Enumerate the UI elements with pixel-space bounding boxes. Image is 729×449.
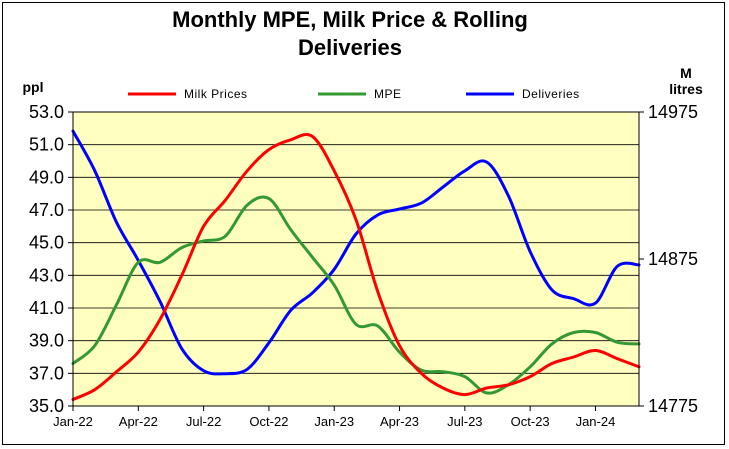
x-tick-label: Apr-22 xyxy=(119,414,158,429)
right-axis-unit-label-line2: litres xyxy=(669,81,703,97)
chart-title-line1: Monthly MPE, Milk Price & Rolling xyxy=(172,7,528,32)
left-tick-label: 35.0 xyxy=(29,396,64,416)
chart-title-line2: Deliveries xyxy=(298,35,402,60)
x-axis-ticks: Jan-22 Apr-22 Jul-22 Oct-22 Jan-23 Apr-23 Jul-… xyxy=(53,406,615,429)
right-tick-label: 14775 xyxy=(648,396,698,416)
left-tick-label: 47.0 xyxy=(29,200,64,220)
legend-label: Deliveries xyxy=(522,87,580,101)
left-tick-label: 43.0 xyxy=(29,265,64,285)
left-tick-label: 37.0 xyxy=(29,363,64,383)
x-tick-label: Apr-23 xyxy=(380,414,419,429)
x-tick-label: Jul-22 xyxy=(186,414,221,429)
x-tick-label: Jul-23 xyxy=(447,414,482,429)
left-axis-ticks: 53.0 51.0 49.0 47.0 45.0 43.0 41.0 39.0 37.0 35.0 xyxy=(29,102,73,416)
mpe-line xyxy=(71,195,641,395)
right-axis-ticks: 14975 14875 14775 xyxy=(639,102,698,416)
deliveries-line xyxy=(71,129,641,376)
legend: Milk Prices MPE Deliveries xyxy=(128,87,580,101)
series-lines xyxy=(71,129,641,401)
right-tick-label: 14875 xyxy=(648,249,698,269)
x-tick-label: Oct-23 xyxy=(511,414,550,429)
milk-prices-line xyxy=(71,133,641,401)
left-tick-label: 39.0 xyxy=(29,331,64,351)
left-tick-label: 49.0 xyxy=(29,167,64,187)
right-axis-unit-label-line1: M xyxy=(680,65,692,81)
legend-label: Milk Prices xyxy=(184,87,248,101)
left-axis-unit-label: ppl xyxy=(23,79,44,95)
right-tick-label: 14975 xyxy=(648,102,698,122)
x-tick-label: Oct-22 xyxy=(249,414,288,429)
left-tick-label: 41.0 xyxy=(29,298,64,318)
x-tick-label: Jan-22 xyxy=(53,414,93,429)
x-tick-label: Jan-24 xyxy=(576,414,616,429)
x-tick-label: Jan-23 xyxy=(314,414,354,429)
left-tick-label: 51.0 xyxy=(29,135,64,155)
left-tick-label: 45.0 xyxy=(29,233,64,253)
left-tick-label: 53.0 xyxy=(29,102,64,122)
legend-label: MPE xyxy=(374,87,402,101)
